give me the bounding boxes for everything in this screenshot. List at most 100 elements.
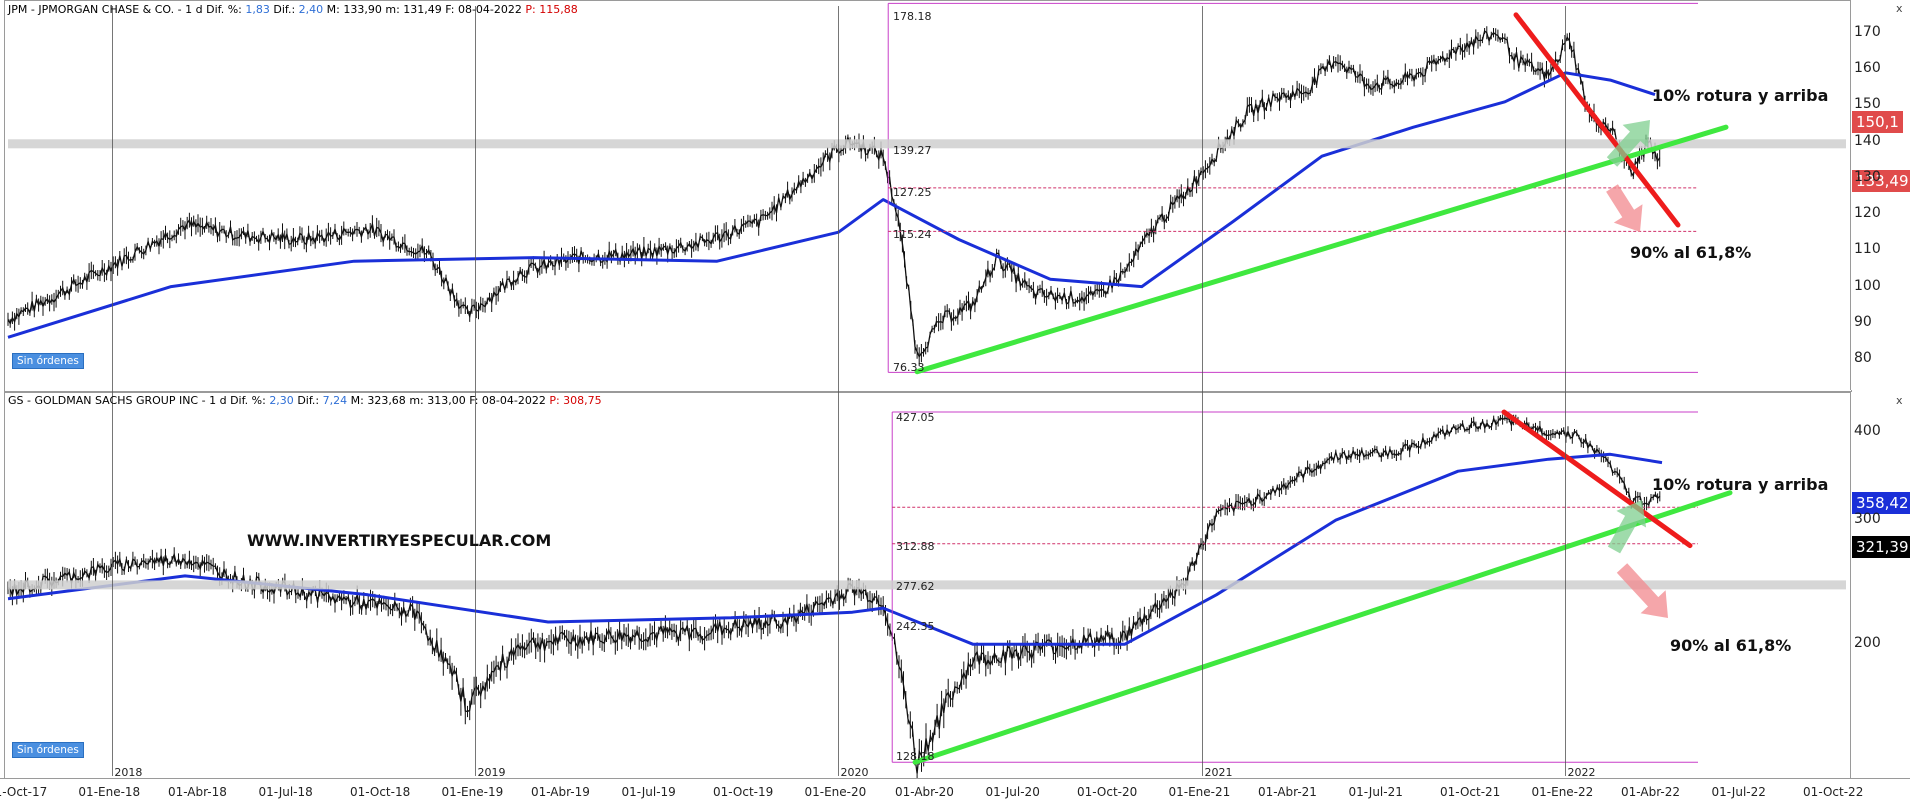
jpm-candle-wicks (7, 26, 1661, 367)
jpm-min: m: 131,49 (385, 3, 442, 16)
time-axis-label: 01-Ene-19 (441, 785, 504, 799)
gs-moving-average (7, 452, 1663, 646)
jpm-header: JPM - JPMORGAN CHASE & CO. - 1 d Dif. %:… (8, 3, 578, 16)
gs-period: 1 d (209, 394, 227, 407)
time-axis-label: 01-Oct-18 (349, 785, 411, 799)
jpm-level-1: 139.27 (893, 144, 932, 157)
jpm-dif: 2,40 (298, 3, 324, 16)
time-axis[interactable] (0, 778, 1910, 805)
jpm-y-tick: 170 (1854, 23, 1881, 40)
gs-date: F: 08-04-2022 (469, 394, 546, 407)
jpm-uptrend-line (914, 124, 1729, 375)
gs-up-arrow (1607, 500, 1647, 554)
gs-header: GS - GOLDMAN SACHS GROUP INC - 1 d Dif. … (8, 394, 602, 407)
gs-y-tick: 400 (1854, 423, 1881, 440)
gs-dif-pct: 2,30 (269, 394, 294, 407)
jpm-down-arrow (1606, 184, 1643, 232)
jpm-price-axis[interactable] (1850, 0, 1907, 390)
gs-level-1: 312.88 (896, 540, 935, 553)
jpm-date: F: 08-04-2022 (445, 3, 522, 16)
jpm-chart-pane[interactable] (4, 0, 1852, 392)
gs-close-icon[interactable]: x (1896, 394, 1903, 407)
year-label: 2021 (1204, 766, 1233, 779)
gs-annotation-fib: 90% al 61,8% (1670, 636, 1792, 655)
jpm-level-2: 127.25 (893, 186, 932, 199)
jpm-moving-average (7, 71, 1656, 339)
time-axis-label: 01-Jul-19 (621, 785, 676, 799)
time-axis-label: 01-Ene-21 (1168, 785, 1231, 799)
time-axis-label: 01-Oct-22 (1803, 785, 1864, 799)
time-axis-label: 01-Oct-21 (1440, 785, 1501, 799)
gs-dif: 7,24 (322, 394, 348, 407)
jpm-y-tick: 80 (1854, 350, 1872, 367)
gs-uptrend-line (912, 490, 1733, 765)
gs-min: m: 313,00 (409, 394, 466, 407)
gs-annotation-breakout: 10% rotura y arriba (1652, 475, 1829, 494)
gs-max: M: 323,68 (350, 394, 406, 407)
jpm-max: M: 133,90 (326, 3, 382, 16)
time-axis-label: 01-Abr-21 (1258, 785, 1317, 799)
gs-prev: P: 308,75 (549, 394, 602, 407)
gs-last-price-tag: 321,39 (1852, 536, 1910, 558)
gs-down-arrow (1616, 563, 1668, 618)
gs-level-2: 277.62 (896, 580, 935, 593)
time-axis-label: 01-Abr-20 (894, 785, 954, 799)
time-axis-label: 01-Jul-20 (985, 785, 1040, 799)
gs-orders-badge[interactable]: Sin órdenes (12, 742, 84, 758)
jpm-y-tick: 120 (1854, 205, 1881, 222)
jpm-close-icon[interactable]: x (1896, 2, 1903, 15)
jpm-y-tick: 90 (1854, 313, 1872, 330)
jpm-ma-price-tag: 150,1 (1852, 111, 1903, 133)
jpm-up-arrow (1606, 120, 1650, 167)
jpm-level-top: 178.18 (893, 10, 932, 23)
gs-y-tick: 200 (1854, 635, 1881, 652)
gs-ma-price-tag: 358,42 (1852, 492, 1910, 514)
jpm-y-tick: 140 (1854, 132, 1881, 149)
gs-price-axis[interactable] (1850, 392, 1907, 778)
jpm-period: 1 d (185, 3, 203, 16)
gs-support-band (8, 580, 1846, 590)
gs-level-bottom: 128.18 (896, 750, 935, 763)
jpm-y-tick: 160 (1854, 60, 1881, 77)
year-label: 2018 (114, 766, 143, 779)
gs-dif-label: Dif.: (297, 394, 320, 407)
time-axis-label: 01-Ene-20 (804, 785, 867, 799)
time-axis-label: 01-Abr-22 (1621, 785, 1680, 799)
jpm-orders-badge[interactable]: Sin órdenes (12, 353, 84, 369)
jpm-y-tick: 110 (1854, 241, 1881, 258)
jpm-price-series (7, 29, 1661, 359)
year-label: 2019 (477, 766, 506, 779)
jpm-symbol-name: JPM - JPMORGAN CHASE & CO. - (8, 3, 182, 16)
time-axis-label: 01-Oct-19 (712, 785, 774, 799)
time-axis-label: 01-Oct-20 (1076, 785, 1138, 799)
time-axis-label: 01-Ene-22 (1531, 785, 1594, 799)
gs-level-top: 427.05 (896, 411, 935, 424)
time-axis-label: 01-Jul-21 (1348, 785, 1403, 799)
gs-downtrend-line (1501, 409, 1693, 549)
jpm-dif-pct: 1,83 (245, 3, 270, 16)
time-axis-label: 01-Abr-19 (530, 785, 590, 799)
gs-dif-pct-label: Dif. %: (230, 394, 266, 407)
jpm-resistance-band (8, 139, 1846, 149)
time-axis-label: 01-Jul-18 (258, 785, 313, 799)
jpm-dif-label: Dif.: (273, 3, 296, 16)
time-axis-label: 01-Jul-22 (1711, 785, 1766, 799)
jpm-level-bottom: 76.33 (893, 361, 925, 374)
jpm-downtrend-line (1513, 12, 1681, 228)
jpm-last-price-tag: 133,49 (1852, 170, 1910, 192)
jpm-level-3: 115.24 (893, 228, 932, 241)
time-axis-label: 01-Abr-18 (167, 785, 227, 799)
gs-level-3: 242.35 (896, 620, 935, 633)
time-axis-label: 01-Ene-18 (78, 785, 141, 799)
jpm-y-tick: 150 (1854, 96, 1881, 113)
time-axis-label: 01-Oct-17 (0, 785, 48, 799)
jpm-prev: P: 115,88 (525, 3, 578, 16)
gs-y-tick: 300 (1854, 511, 1881, 528)
jpm-y-tick: 130 (1854, 168, 1881, 185)
gs-symbol-name: GS - GOLDMAN SACHS GROUP INC - (8, 394, 206, 407)
jpm-annotation-breakout: 10% rotura y arriba (1652, 86, 1829, 105)
website-watermark: WWW.INVERTIRYESPECULAR.COM (247, 531, 552, 550)
year-label: 2022 (1567, 766, 1596, 779)
